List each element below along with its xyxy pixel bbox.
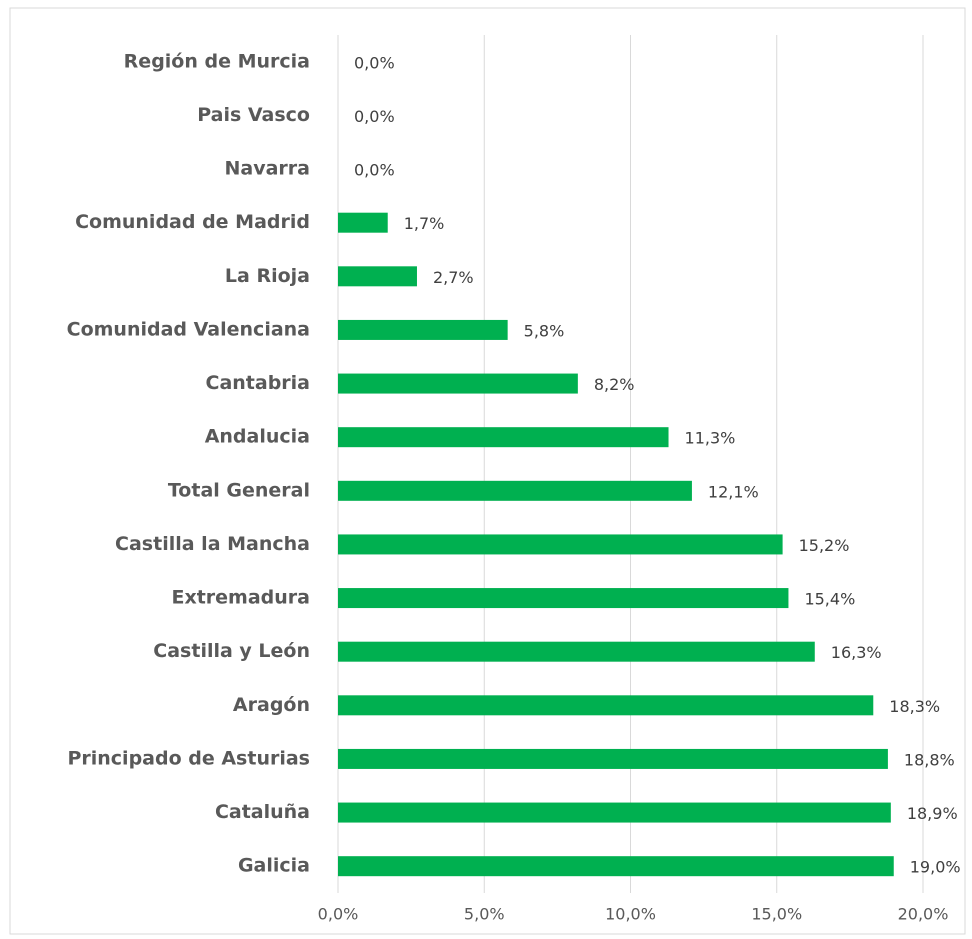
bar <box>338 319 508 340</box>
bar <box>338 534 783 555</box>
value-label: 12,1% <box>708 482 759 501</box>
category-label: Principado de Asturias <box>67 747 310 769</box>
value-label: 18,9% <box>907 804 958 823</box>
category-label: Galicia <box>238 855 310 877</box>
value-label: 1,7% <box>404 214 445 233</box>
value-label: 2,7% <box>433 268 474 287</box>
category-label: Extremadura <box>171 587 310 609</box>
value-label: 16,3% <box>831 643 882 662</box>
category-label: Navarra <box>225 158 311 180</box>
bar <box>338 748 888 769</box>
bar <box>338 480 692 501</box>
value-label: 8,2% <box>594 375 635 394</box>
value-label: 0,0% <box>354 107 395 126</box>
category-label: Comunidad de Madrid <box>75 211 310 233</box>
category-label: Pais Vasco <box>197 104 310 126</box>
value-label: 0,0% <box>354 161 395 180</box>
bar <box>338 212 388 233</box>
x-tick-label: 20,0% <box>898 905 949 924</box>
category-label: Total General <box>168 479 310 501</box>
bar <box>338 588 789 609</box>
category-label: Castilla y León <box>153 640 310 662</box>
value-label: 15,4% <box>804 590 855 609</box>
chart-frame <box>9 7 966 935</box>
category-label: Castilla la Mancha <box>115 533 310 555</box>
bar <box>338 695 874 716</box>
value-label: 15,2% <box>799 536 850 555</box>
value-label: 0,0% <box>354 53 395 72</box>
category-label: Cataluña <box>215 801 310 823</box>
x-tick-label: 15,0% <box>751 905 802 924</box>
bar <box>338 802 891 823</box>
category-label: Andalucia <box>205 426 310 448</box>
bar <box>338 373 578 394</box>
value-label: 18,3% <box>889 697 940 716</box>
x-tick-label: 10,0% <box>605 905 656 924</box>
value-label: 18,8% <box>904 750 955 769</box>
category-label: Región de Murcia <box>124 50 310 72</box>
value-label: 19,0% <box>910 858 961 877</box>
category-label: Comunidad Valenciana <box>67 318 310 340</box>
x-tick-label: 5,0% <box>464 905 505 924</box>
bar <box>338 266 417 287</box>
x-tick-label: 0,0% <box>318 905 359 924</box>
bar <box>338 427 669 448</box>
value-label: 5,8% <box>524 321 565 340</box>
value-label: 11,3% <box>685 429 736 448</box>
category-label: Aragón <box>233 694 310 716</box>
bar <box>338 856 894 877</box>
category-label: Cantabria <box>206 372 311 394</box>
bar <box>338 641 815 662</box>
category-label: La Rioja <box>225 265 310 287</box>
